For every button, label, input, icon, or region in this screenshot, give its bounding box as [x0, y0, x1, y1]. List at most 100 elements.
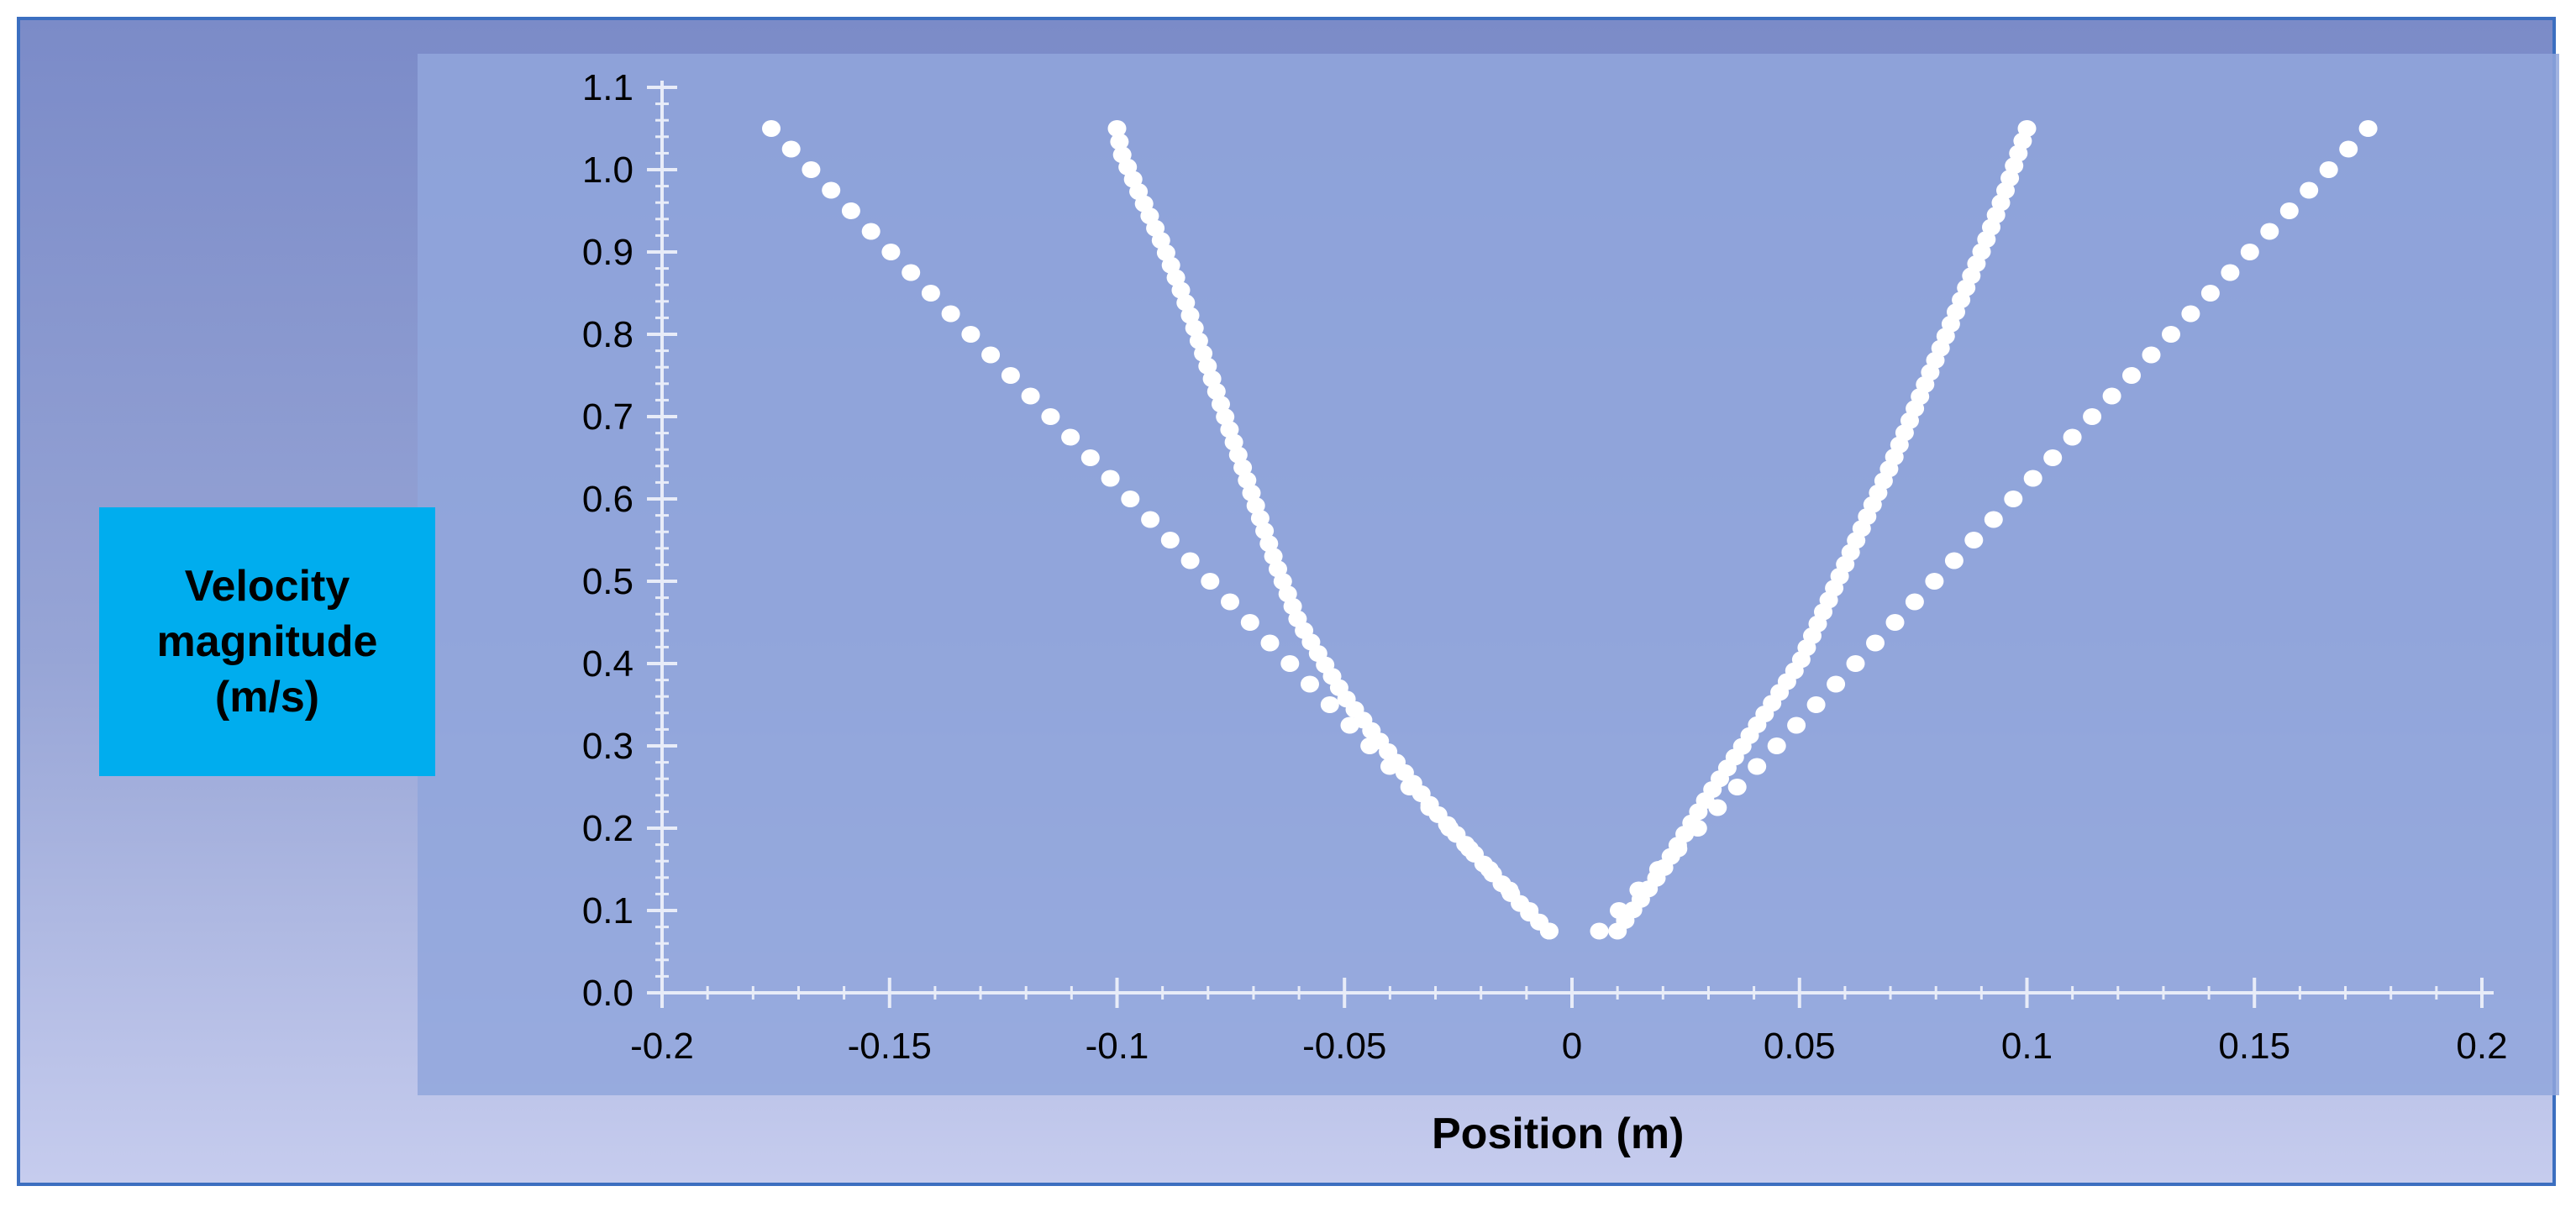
data-point: [1827, 675, 1846, 693]
data-point: [2017, 120, 2037, 137]
data-point: [1280, 655, 1300, 672]
data-point: [1185, 319, 1204, 337]
data-point: [802, 161, 821, 178]
x-tick-label: -0.05: [1302, 1026, 1386, 1067]
data-point: [2004, 491, 2023, 507]
data-point: [781, 140, 801, 158]
data-point: [1590, 922, 1609, 940]
data-point: [1001, 367, 1020, 384]
data-point: [2023, 470, 2042, 487]
data-point: [1301, 675, 1319, 693]
data-point: [2122, 367, 2141, 384]
data-point: [1220, 421, 1239, 438]
plot-panel: [418, 54, 2559, 1095]
data-point: [1260, 634, 1280, 652]
data-point: [1539, 922, 1559, 940]
y-tick-label: 0.7: [582, 396, 633, 438]
x-tick-label: -0.15: [848, 1026, 932, 1067]
data-point: [1107, 120, 1127, 137]
data-point: [1041, 408, 1060, 425]
data-point: [902, 264, 921, 281]
data-point: [1110, 133, 1129, 150]
data-point: [1806, 696, 1826, 713]
x-tick-label: 0.2: [2456, 1026, 2507, 1067]
data-point: [2043, 449, 2063, 466]
data-point: [1748, 758, 1767, 775]
data-point: [981, 346, 1001, 364]
data-point: [1944, 552, 1964, 569]
data-point: [1176, 294, 1196, 312]
x-tick-label: 0.05: [1764, 1026, 1836, 1067]
y-tick-label: 1.1: [582, 67, 633, 108]
data-point: [1080, 449, 1100, 466]
data-point: [1984, 511, 2003, 528]
y-tick-label: 0.3: [582, 726, 633, 767]
x-axis-label: Position (m): [1432, 1110, 1685, 1158]
y-tick-label: 0.0: [582, 973, 633, 1014]
data-point: [1189, 332, 1208, 349]
data-point: [2319, 161, 2338, 178]
data-point: [2083, 408, 2102, 425]
data-point: [2300, 181, 2319, 199]
data-point: [861, 223, 881, 240]
y-tick-label: 0.6: [582, 479, 633, 520]
data-point: [1964, 532, 1984, 548]
data-point: [2200, 285, 2220, 302]
y-tick-label: 1.0: [582, 150, 633, 191]
y-axis-label-line: Velocity: [184, 562, 350, 611]
data-point: [1320, 696, 1339, 713]
data-point: [2102, 387, 2121, 405]
x-tick-label: -0.1: [1086, 1026, 1149, 1067]
y-tick-label: 0.2: [582, 808, 633, 849]
data-point: [1885, 614, 1905, 631]
data-point: [762, 120, 781, 137]
x-tick-label: 0.1: [2001, 1026, 2053, 1067]
data-point: [2358, 120, 2378, 137]
data-point: [1201, 573, 1220, 590]
data-point: [1198, 357, 1217, 375]
y-axis-label-line: (m/s): [214, 673, 320, 722]
data-point: [1250, 510, 1270, 527]
data-point: [1194, 344, 1213, 362]
data-point: [841, 202, 860, 219]
data-point: [1202, 370, 1222, 387]
y-tick-label: 0.9: [582, 232, 633, 273]
x-tick-label: 0.15: [2218, 1026, 2290, 1067]
data-points: [762, 120, 2378, 940]
data-point: [1207, 383, 1226, 401]
data-point: [1228, 446, 1248, 464]
data-point: [1264, 548, 1283, 565]
data-point: [1221, 593, 1239, 611]
data-point: [1160, 532, 1180, 548]
data-point: [881, 244, 901, 260]
data-point: [2260, 223, 2279, 240]
data-point: [1180, 307, 1200, 324]
y-tick-label: 0.1: [582, 890, 633, 931]
data-point: [961, 326, 980, 343]
y-tick-label: 0.5: [582, 561, 633, 602]
data-point: [2339, 140, 2358, 158]
data-point: [2162, 326, 2180, 343]
data-point: [1216, 408, 1235, 426]
data-point: [1866, 634, 1885, 652]
data-point: [2240, 244, 2259, 260]
data-point: [921, 285, 940, 302]
data-point: [1259, 535, 1279, 553]
data-point: [1212, 396, 1230, 413]
data-point: [1180, 552, 1200, 569]
data-point: [1246, 497, 1265, 514]
data-point: [2142, 346, 2161, 364]
data-point: [941, 305, 960, 323]
y-tick-label: 0.4: [582, 643, 633, 685]
data-point: [2279, 202, 2299, 219]
data-point: [1141, 511, 1160, 528]
data-point: [1787, 716, 1806, 734]
x-tick-label: -0.2: [630, 1026, 694, 1067]
data-point: [1061, 428, 1080, 446]
data-point: [2221, 264, 2240, 281]
data-point: [1905, 593, 1924, 611]
data-point: [1101, 470, 1120, 487]
data-point: [1238, 471, 1257, 489]
y-axis-label: Velocity magnitude (m/s): [99, 507, 435, 776]
data-point: [1233, 459, 1253, 476]
